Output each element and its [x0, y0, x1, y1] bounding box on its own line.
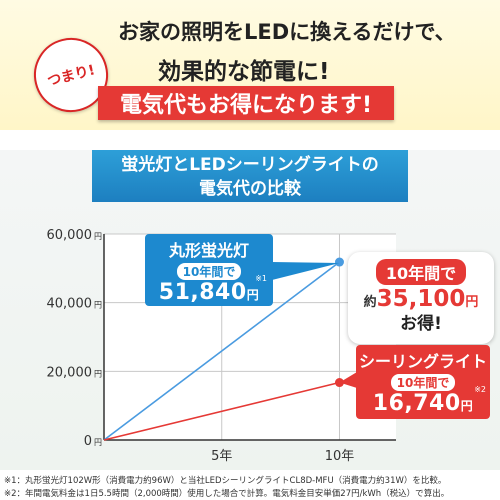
series-line-2: [103, 381, 340, 441]
savings-years: 10年間で: [375, 259, 467, 285]
y-tick-label: 60,000: [47, 228, 93, 243]
chart-title: 蛍光灯とLEDシーリングライトの 電気代の比較: [92, 150, 408, 202]
led-callout-name: シーリングライト: [358, 352, 487, 371]
chart-title-line2: 電気代の比較: [199, 179, 301, 199]
led-callout-unit: 円: [460, 399, 474, 413]
savings-amount: 35,100: [376, 286, 466, 312]
led-callout: シーリングライト 10年間で 16,740円 ※2: [356, 345, 490, 419]
series-point-1: [334, 257, 344, 267]
fluorescent-callout-pointer: [272, 262, 340, 280]
y-tick-unit: 円: [94, 232, 102, 241]
led-callout-pointer: [339, 372, 357, 388]
led-callout-cost: 16,740円: [356, 391, 490, 416]
x-tick-label: 5年: [211, 449, 232, 464]
headline-line1: お家の照明をLEDに換えるだけで、: [118, 20, 456, 44]
y-tick-label: 40,000: [47, 297, 93, 312]
fluorescent-callout-unit: 円: [246, 288, 260, 302]
y-tick-unit: 円: [94, 438, 102, 447]
savings-box: 10年間で 約35,100円 お得!: [348, 252, 494, 344]
fluorescent-callout-name: 丸形蛍光灯: [168, 241, 249, 260]
y-tick-unit: 円: [94, 301, 102, 310]
led-note-mark: ※2: [474, 385, 486, 394]
y-tick-label: 20,000: [47, 365, 93, 380]
series-line-1: [103, 261, 340, 441]
savings-unit: 円: [465, 295, 479, 310]
led-callout-years: 10年間で: [390, 374, 456, 391]
y-tick-label: 0: [84, 434, 92, 449]
fluorescent-callout-amount: 51,840: [158, 280, 247, 305]
fluorescent-callout-cost: 51,840円: [145, 280, 273, 305]
savings-amount-row: 約35,100円: [348, 286, 494, 312]
footnote-2: ※2：年間電気料金は1日5.5時間（2,000時間）使用した場合で計算。電気料金…: [4, 489, 450, 499]
savings-prefix: 約: [363, 295, 377, 310]
headline-banner: 電気代もお得になります!: [98, 86, 394, 120]
fluorescent-callout: 丸形蛍光灯 10年間で 51,840円 ※1: [145, 234, 273, 306]
x-tick-label: 10年: [325, 449, 355, 464]
y-tick-unit: 円: [94, 369, 102, 378]
headline-line2: 効果的な節電に!: [158, 59, 330, 85]
savings-suffix: お得!: [400, 314, 442, 334]
chart-title-line1: 蛍光灯とLEDシーリングライトの: [121, 155, 379, 175]
led-callout-amount: 16,740: [372, 391, 461, 416]
fluorescent-note-mark: ※1: [255, 274, 267, 283]
fluorescent-callout-years: 10年間で: [176, 263, 242, 280]
footnote-1: ※1：丸形蛍光灯102W形（消費電力約96W）と当社LEDシーリングライトCL8…: [4, 476, 447, 486]
